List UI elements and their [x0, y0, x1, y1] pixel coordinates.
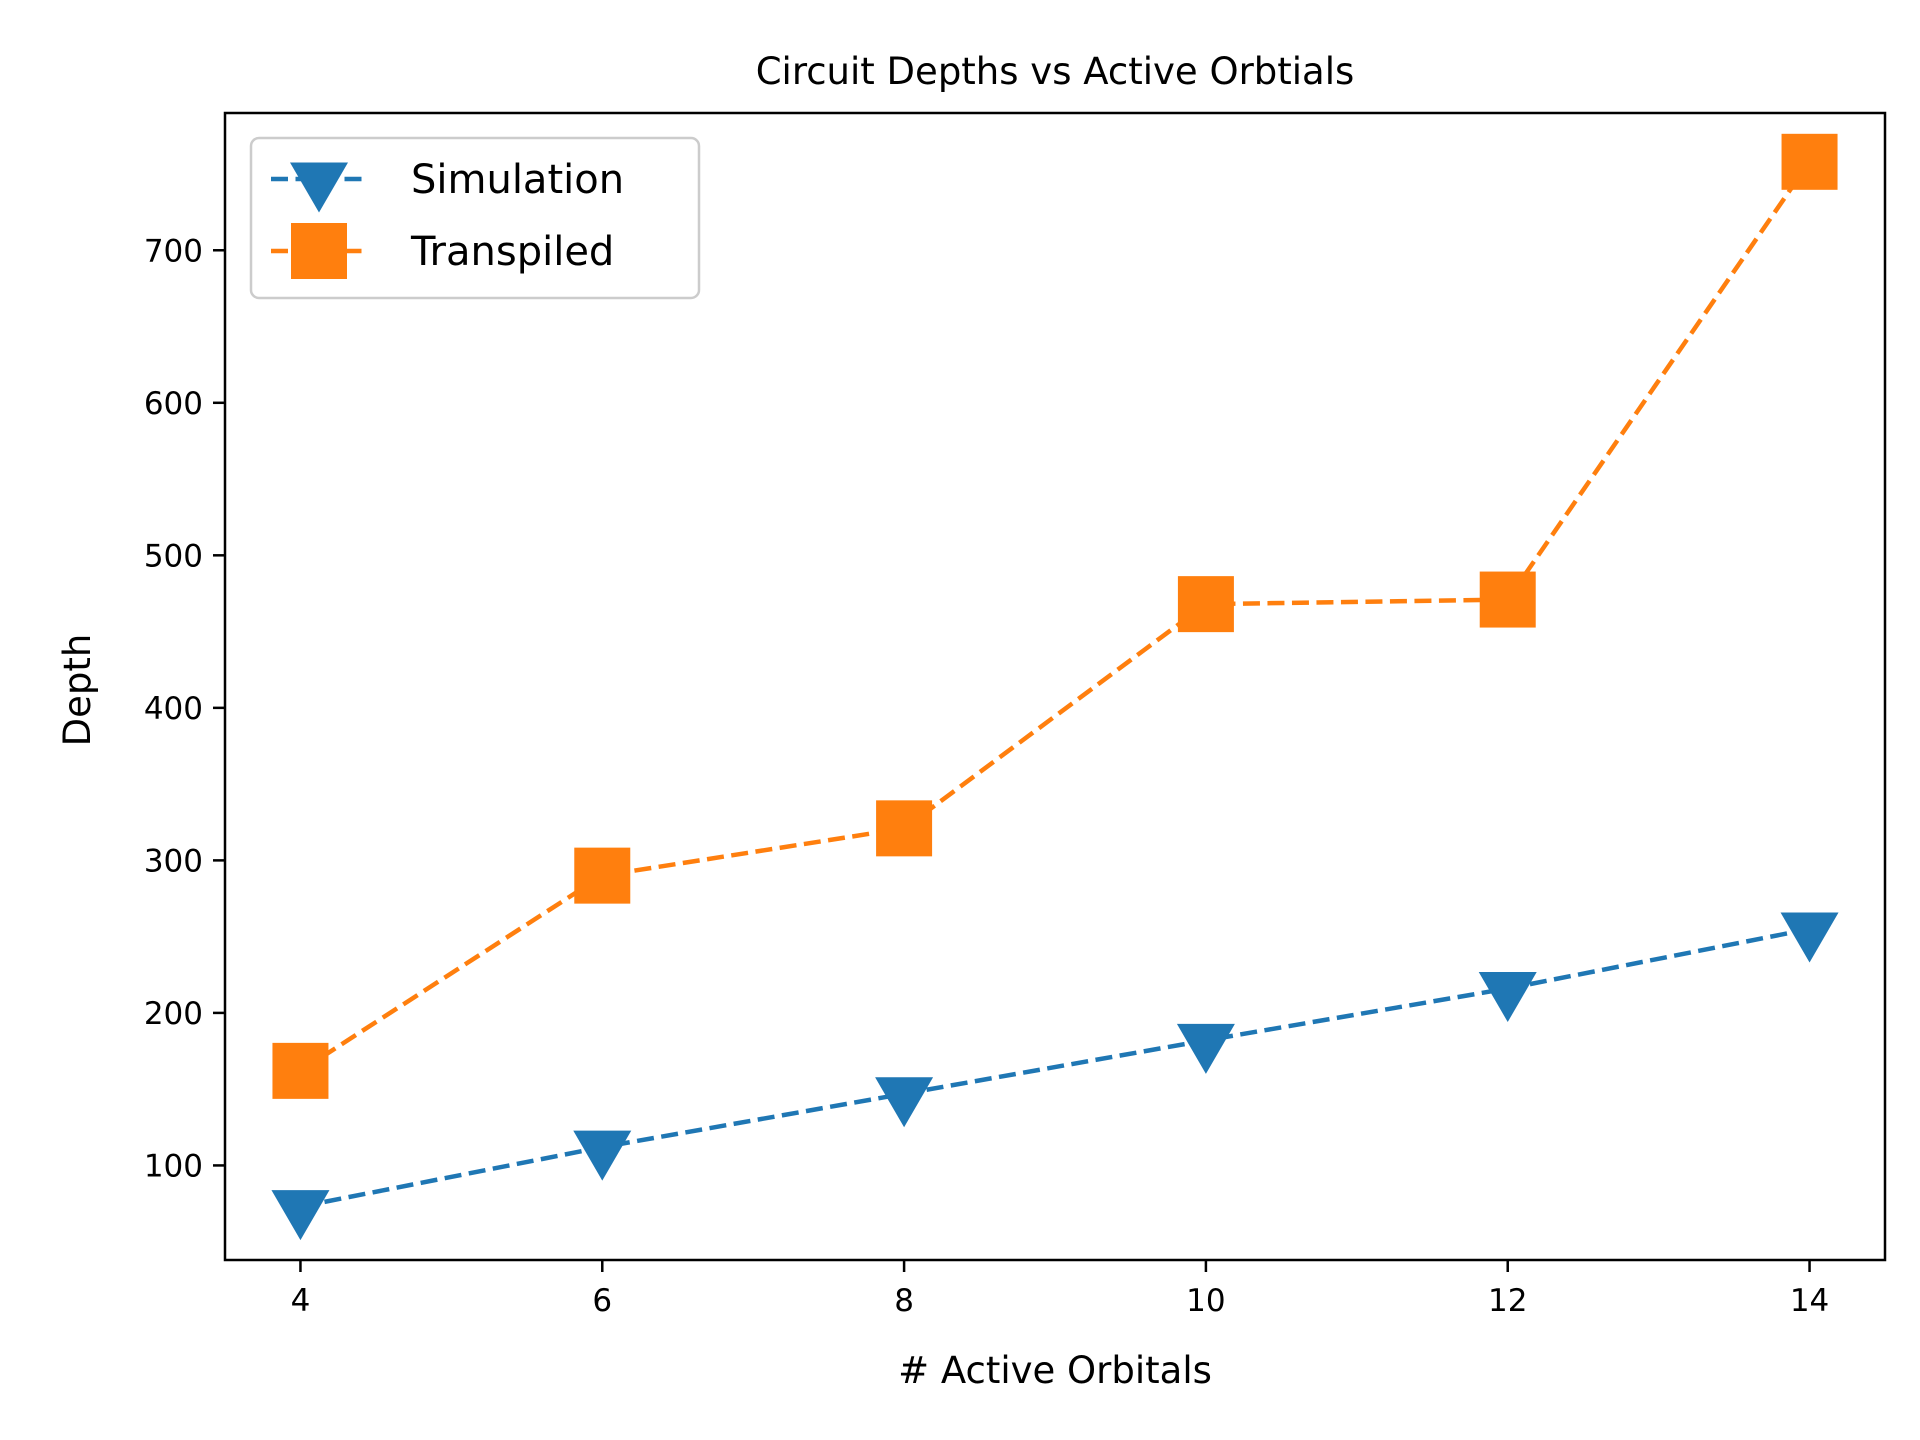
legend-marker-simulation [290, 162, 348, 213]
y-tick-label-200: 200 [144, 996, 203, 1032]
y-axis-label: Depth [56, 634, 99, 747]
series-transpiled [272, 133, 1838, 1099]
plot-frame [223, 111, 1887, 1262]
data-point-transpiled-12 [1479, 571, 1536, 628]
legend-label-simulation: Simulation [411, 157, 624, 203]
x-tick-label-10: 10 [1186, 1283, 1225, 1319]
data-point-simulation-12 [1478, 972, 1537, 1023]
data-point-simulation-4 [271, 1190, 330, 1241]
legend-label-transpiled: Transpiled [410, 229, 614, 275]
ticks-layer: 4 6 8 10 12 14 100 200 300 400 500 600 700 [144, 233, 1829, 1319]
legend: Simulation Transpiled [249, 136, 701, 300]
y-tick-label-600: 600 [144, 386, 203, 422]
data-point-transpiled-10 [1177, 576, 1234, 633]
data-point-transpiled-14 [1781, 133, 1838, 190]
y-tick-label-400: 400 [144, 691, 203, 727]
y-tick-label-300: 300 [144, 843, 203, 879]
y-tick-label-500: 500 [144, 538, 203, 574]
legend-entries: Simulation Transpiled [271, 157, 624, 279]
x-tick-label-4: 4 [291, 1283, 311, 1319]
y-tick-label-100: 100 [144, 1148, 203, 1184]
data-point-simulation-14 [1780, 912, 1839, 963]
x-tick-label-8: 8 [894, 1283, 914, 1319]
data-point-transpiled-6 [574, 847, 631, 904]
x-tick-label-14: 14 [1790, 1283, 1829, 1319]
chart-title: Circuit Depths vs Active Orbtials [756, 50, 1355, 93]
data-point-simulation-6 [573, 1130, 632, 1181]
series-layer [271, 133, 1839, 1241]
data-point-transpiled-8 [876, 800, 933, 857]
x-tick-label-12: 12 [1488, 1283, 1527, 1319]
data-point-simulation-8 [875, 1077, 934, 1128]
x-tick-label-6: 6 [592, 1283, 612, 1319]
series-line-transpiled [299, 160, 1812, 1073]
y-tick-label-700: 700 [144, 233, 203, 269]
data-point-transpiled-4 [272, 1042, 329, 1099]
series-line-simulation [300, 926, 1810, 1209]
legend-marker-transpiled [291, 223, 347, 279]
x-axis-label: # Active Orbitals [898, 1349, 1212, 1392]
legend-frame [249, 136, 701, 300]
series-simulation [271, 912, 1839, 1241]
data-point-simulation-10 [1176, 1023, 1235, 1074]
